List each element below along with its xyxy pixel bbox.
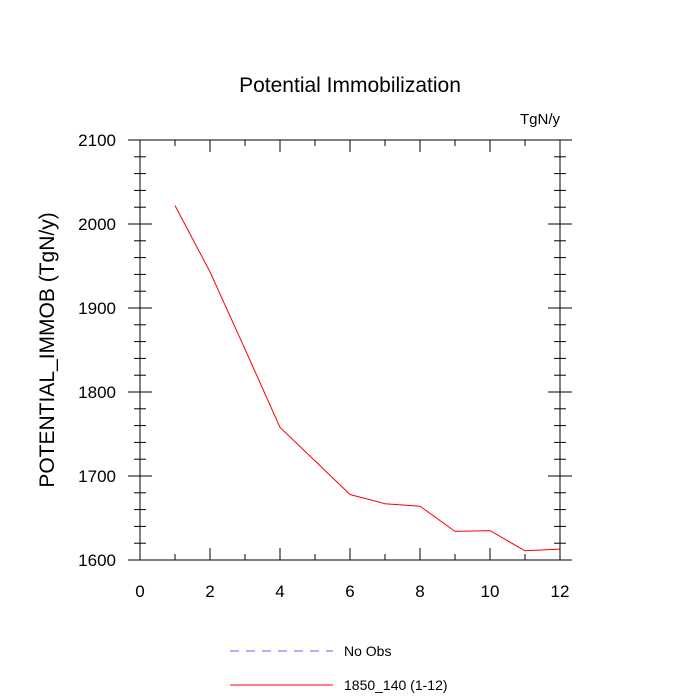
chart-title: Potential Immobilization xyxy=(239,74,461,97)
y-tick-label: 1600 xyxy=(78,551,116,570)
x-tick-label: 8 xyxy=(415,582,424,601)
x-tick-label: 10 xyxy=(481,582,500,601)
x-tick-label: 0 xyxy=(135,582,144,601)
legend-label: No Obs xyxy=(344,643,391,659)
y-tick-label: 1700 xyxy=(78,467,116,486)
y-tick-label: 1800 xyxy=(78,383,116,402)
plot-area xyxy=(174,205,561,552)
series-line xyxy=(174,205,561,552)
y-tick-label: 2100 xyxy=(78,131,116,150)
legend-label: 1850_140 (1-12) xyxy=(344,677,448,693)
x-tick-label: 4 xyxy=(275,582,284,601)
axis-ticks: 0 2 4 6 8 10 12 1600 1700 1800 1900 2000 2100 xyxy=(78,131,572,601)
units-label: TgN/y xyxy=(520,111,561,128)
legend: No Obs 1850_140 (1-12) xyxy=(230,643,448,693)
x-tick-label: 2 xyxy=(205,582,214,601)
plot-frame xyxy=(139,139,561,561)
y-tick-label: 2000 xyxy=(78,215,116,234)
x-tick-label: 12 xyxy=(551,582,570,601)
x-tick-label: 6 xyxy=(345,582,354,601)
y-axis-label: POTENTIAL_IMMOB (TgN/y) xyxy=(36,212,59,487)
y-tick-label: 1900 xyxy=(78,299,116,318)
